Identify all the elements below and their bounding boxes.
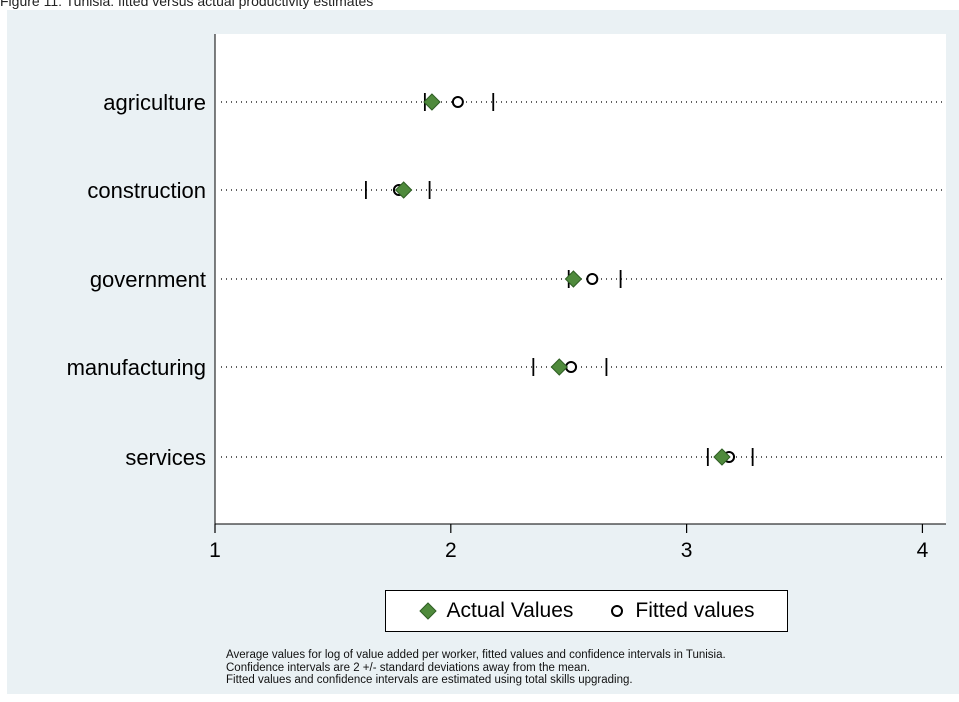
legend-item-actual: Actual Values xyxy=(418,599,574,623)
actual-point-government xyxy=(564,270,583,288)
figure-title: Figure 11: Tunisia: fitted versus actual… xyxy=(0,0,374,9)
category-label-manufacturing: manufacturing xyxy=(67,355,206,380)
category-label-construction: construction xyxy=(87,178,206,203)
circle-marker-icon xyxy=(611,605,624,617)
x-tick-label: 4 xyxy=(917,539,929,562)
x-axis-ticks: 1 2 3 4 xyxy=(209,524,929,562)
actual-point-agriculture xyxy=(423,93,441,111)
note-line: Fitted values and confidence intervals a… xyxy=(226,674,633,686)
chart-notes: Average values for log of value added pe… xyxy=(226,649,726,687)
dot-plot-chart: 1 2 3 4 agriculture construction government ma… xyxy=(67,34,946,562)
y-axis-labels: agriculture construction government manufac… xyxy=(67,90,206,470)
legend-item-fitted: Fitted values xyxy=(609,599,754,623)
legend: Actual Values Fitted values xyxy=(385,590,788,632)
x-tick-label: 3 xyxy=(681,539,693,562)
note-line: Confidence intervals are 2 +/- standard … xyxy=(226,661,591,674)
fitted-point-government xyxy=(586,273,599,285)
legend-label-actual: Actual Values xyxy=(446,599,574,622)
legend-label-fitted: Fitted values xyxy=(635,599,755,622)
grid-lines xyxy=(221,101,946,458)
fitted-point-agriculture xyxy=(451,96,464,108)
diamond-marker-icon xyxy=(418,602,437,620)
fitted-markers xyxy=(392,96,736,463)
category-label-government: government xyxy=(90,267,206,292)
actual-point-construction xyxy=(394,181,413,199)
category-label-services: services xyxy=(125,445,206,470)
note-line: Average values for log of value added pe… xyxy=(226,649,726,661)
chart-panel: 1 2 3 4 agriculture construction government ma… xyxy=(7,10,959,694)
x-tick-label: 1 xyxy=(209,539,221,562)
actual-markers xyxy=(394,93,731,466)
category-label-agriculture: agriculture xyxy=(103,90,206,115)
actual-point-services xyxy=(713,448,731,466)
x-tick-label: 2 xyxy=(445,539,457,562)
actual-point-manufacturing xyxy=(550,358,568,376)
